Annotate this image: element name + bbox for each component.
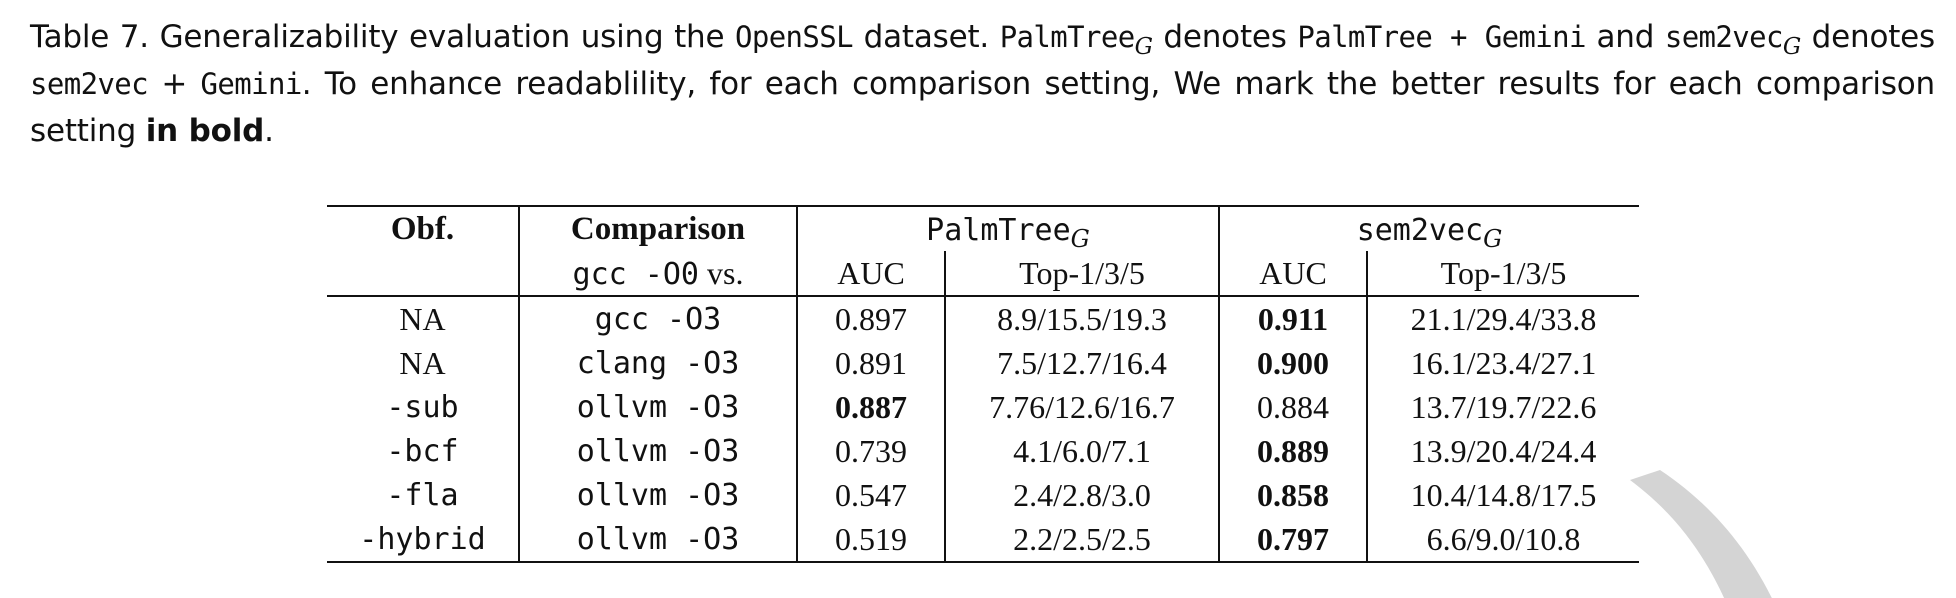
header-pt-topk: Top-1/3/5 <box>944 251 1219 296</box>
cell-pt-topk: 2.4/2.8/3.0 <box>944 473 1219 517</box>
header-s2v-auc: AUC <box>1218 251 1367 296</box>
table-row: -bcf ollvm -O3 0.739 4.1/6.0/7.1 0.889 1… <box>327 429 1639 473</box>
caption-palmtree-gemini: PalmTree + Gemini <box>1297 20 1586 54</box>
cell-comparison: ollvm -O3 <box>518 517 797 563</box>
results-table: Obf. Comparison PalmTreeG sem2vecG gcc -… <box>327 205 1639 563</box>
header-comparison-sub: gcc -O0 vs. <box>518 251 797 296</box>
cell-pt-topk: 7.5/12.7/16.4 <box>944 341 1219 385</box>
header-sem2vec-name: sem2vec <box>1356 212 1484 248</box>
header-row-2: gcc -O0 vs. AUC Top-1/3/5 AUC Top-1/3/5 <box>327 251 1639 296</box>
cell-s2v-auc: 0.889 <box>1218 429 1367 473</box>
header-sem2vec: sem2vecG <box>1218 205 1639 253</box>
cell-obf: NA <box>327 295 519 341</box>
caption-text: and <box>1585 19 1665 55</box>
cell-s2v-auc: 0.884 <box>1218 385 1367 429</box>
caption-palmtree: PalmTree <box>999 20 1135 54</box>
cell-s2v-topk: 13.9/20.4/24.4 <box>1366 429 1639 473</box>
table-row: NA clang -O3 0.891 7.5/12.7/16.4 0.900 1… <box>327 341 1639 385</box>
cell-s2v-topk: 16.1/23.4/27.1 <box>1366 341 1639 385</box>
cell-pt-topk: 2.2/2.5/2.5 <box>944 517 1219 563</box>
caption-text: dataset. <box>853 19 1000 55</box>
cell-s2v-topk: 21.1/29.4/33.8 <box>1366 295 1639 341</box>
cell-comparison: clang -O3 <box>518 341 797 385</box>
header-s2v-topk: Top-1/3/5 <box>1366 251 1639 296</box>
caption-text: denotes <box>1801 19 1936 55</box>
cell-s2v-auc: 0.900 <box>1218 341 1367 385</box>
table-row: -fla ollvm -O3 0.547 2.4/2.8/3.0 0.858 1… <box>327 473 1639 517</box>
header-palmtree-name: PalmTree <box>926 212 1071 248</box>
caption-bold-text: in bold <box>145 113 265 149</box>
table-row: -hybrid ollvm -O3 0.519 2.2/2.5/2.5 0.79… <box>327 517 1639 563</box>
caption-dataset: OpenSSL <box>734 20 854 54</box>
caption-text: denotes <box>1152 19 1298 55</box>
watermark-stroke <box>1630 470 1772 598</box>
table-row: -sub ollvm -O3 0.887 7.76/12.6/16.7 0.88… <box>327 385 1639 429</box>
cell-comparison: ollvm -O3 <box>518 473 797 517</box>
table-row: NA gcc -O3 0.897 8.9/15.5/19.3 0.911 21.… <box>327 295 1639 341</box>
caption-text: . <box>264 113 274 149</box>
cell-pt-auc: 0.897 <box>796 295 945 341</box>
cell-pt-auc: 0.519 <box>796 517 945 563</box>
header-subscript: G <box>1483 224 1503 253</box>
header-obf: Obf. <box>327 205 519 251</box>
cell-s2v-auc: 0.858 <box>1218 473 1367 517</box>
header-comparison: Comparison <box>518 205 797 251</box>
header-empty <box>327 251 519 296</box>
cell-s2v-auc: 0.797 <box>1218 517 1367 563</box>
header-gcc-o0: gcc -O0 <box>572 256 699 292</box>
cell-pt-auc: 0.547 <box>796 473 945 517</box>
cell-s2v-topk: 13.7/19.7/22.6 <box>1366 385 1639 429</box>
cell-s2v-topk: 10.4/14.8/17.5 <box>1366 473 1639 517</box>
caption-text: . To enhance readablility, for each comp… <box>30 66 1935 149</box>
cell-comparison: ollvm -O3 <box>518 385 797 429</box>
caption-text: + <box>148 66 201 102</box>
header-subscript: G <box>1070 224 1090 253</box>
cell-s2v-auc: 0.911 <box>1218 295 1367 341</box>
cell-obf: -bcf <box>386 433 459 469</box>
caption-sem2vec-2: sem2vec <box>30 67 149 101</box>
caption-text: Generalizability evaluation using the <box>148 19 735 55</box>
cell-pt-auc: 0.887 <box>796 385 945 429</box>
cell-obf: -sub <box>386 389 459 425</box>
cell-s2v-topk: 6.6/9.0/10.8 <box>1366 517 1639 563</box>
caption-sem2vec: sem2vec <box>1664 20 1784 54</box>
cell-pt-auc: 0.891 <box>796 341 945 385</box>
caption-label: Table 7. <box>30 19 149 55</box>
caption-gemini: Gemini <box>200 67 303 101</box>
header-palmtree: PalmTreeG <box>796 205 1219 253</box>
cell-comparison: gcc -O3 <box>518 295 797 341</box>
cell-obf: -hybrid <box>327 517 519 563</box>
cell-obf: -fla <box>386 477 459 513</box>
cell-pt-auc: 0.739 <box>796 429 945 473</box>
cell-pt-topk: 8.9/15.5/19.3 <box>944 295 1219 341</box>
caption-subscript: G <box>1782 34 1802 60</box>
cell-pt-topk: 7.76/12.6/16.7 <box>944 385 1219 429</box>
cell-comparison: ollvm -O3 <box>518 429 797 473</box>
table-caption: Table 7. Generalizability evaluation usi… <box>30 14 1935 155</box>
header-pt-auc: AUC <box>796 251 945 296</box>
cell-pt-topk: 4.1/6.0/7.1 <box>944 429 1219 473</box>
header-row-1: Obf. Comparison PalmTreeG sem2vecG <box>327 205 1639 253</box>
cell-obf: NA <box>399 344 446 381</box>
caption-subscript: G <box>1134 34 1153 60</box>
header-vs: vs. <box>698 254 744 291</box>
